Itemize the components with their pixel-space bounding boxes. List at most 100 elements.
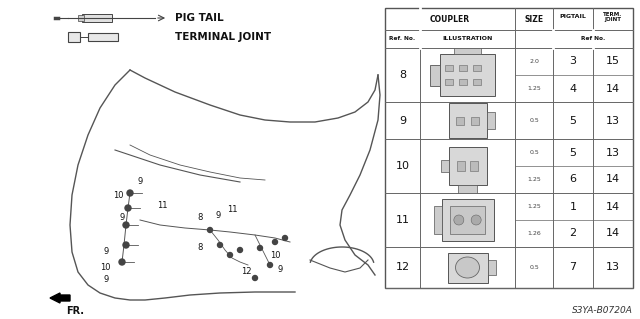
Text: 5: 5	[570, 115, 577, 125]
Text: 10: 10	[113, 190, 124, 199]
Text: Ref. No.: Ref. No.	[389, 36, 415, 41]
Bar	[78, 15, 84, 21]
Bar	[445, 65, 453, 71]
Ellipse shape	[456, 257, 479, 278]
Text: 11: 11	[227, 205, 237, 214]
Text: 5: 5	[570, 147, 577, 158]
Text: 0.5: 0.5	[529, 118, 539, 123]
Bar	[454, 48, 481, 54]
Text: PIGTAIL: PIGTAIL	[559, 14, 586, 19]
Text: 1.25: 1.25	[527, 86, 541, 91]
Text: 6: 6	[570, 174, 577, 184]
Text: 0.5: 0.5	[529, 265, 539, 270]
Text: 14: 14	[606, 84, 620, 93]
Text: S3YA-B0720A: S3YA-B0720A	[572, 306, 633, 315]
Bar	[459, 79, 467, 85]
Bar	[82, 14, 112, 22]
Bar	[440, 160, 449, 172]
Text: 9: 9	[277, 265, 283, 275]
Circle shape	[127, 190, 133, 196]
Circle shape	[273, 240, 278, 244]
Bar	[442, 199, 493, 241]
Text: 9: 9	[104, 248, 109, 256]
Circle shape	[237, 248, 243, 253]
Circle shape	[257, 246, 262, 250]
FancyArrow shape	[50, 293, 70, 303]
Text: 10: 10	[100, 263, 110, 272]
Bar	[470, 161, 478, 171]
Text: 9: 9	[138, 177, 143, 187]
Text: SIZE: SIZE	[524, 14, 543, 24]
Bar	[440, 54, 495, 96]
Bar	[68, 32, 80, 42]
Circle shape	[123, 242, 129, 248]
Text: 9: 9	[120, 213, 125, 222]
Text: 3: 3	[570, 56, 577, 66]
Text: 12: 12	[241, 268, 252, 277]
Text: 10: 10	[269, 250, 280, 259]
Bar	[471, 116, 479, 124]
Bar	[88, 33, 118, 41]
Text: ILLUSTRATION: ILLUSTRATION	[442, 36, 493, 41]
Bar	[447, 253, 488, 283]
Text: 11: 11	[157, 201, 167, 210]
Text: 10: 10	[396, 161, 410, 171]
Text: 9: 9	[399, 115, 406, 125]
Bar	[457, 161, 465, 171]
Circle shape	[268, 263, 273, 268]
Bar	[486, 112, 495, 129]
Text: 8: 8	[197, 213, 203, 222]
Text: 1.25: 1.25	[527, 204, 541, 209]
Bar	[433, 206, 442, 234]
Text: 13: 13	[606, 147, 620, 158]
Text: FR.: FR.	[66, 306, 84, 316]
Bar	[445, 79, 453, 85]
Circle shape	[119, 259, 125, 265]
Text: 7: 7	[570, 263, 577, 272]
Text: 1: 1	[570, 202, 577, 211]
Circle shape	[282, 235, 287, 241]
Text: 14: 14	[606, 202, 620, 211]
Bar	[450, 206, 485, 234]
Circle shape	[125, 205, 131, 211]
Circle shape	[218, 242, 223, 248]
Circle shape	[253, 276, 257, 280]
Text: 2: 2	[570, 228, 577, 239]
Text: 1.26: 1.26	[527, 231, 541, 236]
Bar	[449, 147, 486, 185]
Bar	[458, 185, 477, 193]
Circle shape	[227, 253, 232, 257]
Text: 8: 8	[399, 70, 406, 80]
Text: 4: 4	[570, 84, 577, 93]
Bar	[385, 8, 633, 288]
Circle shape	[207, 227, 212, 233]
Circle shape	[123, 222, 129, 228]
Text: TERMINAL JOINT: TERMINAL JOINT	[175, 32, 271, 42]
Bar	[430, 64, 440, 85]
Text: 2.0: 2.0	[529, 59, 539, 64]
Text: 12: 12	[396, 263, 410, 272]
Text: Ref No.: Ref No.	[581, 36, 605, 41]
Text: 9: 9	[216, 211, 221, 219]
Text: 8: 8	[197, 243, 203, 253]
Circle shape	[471, 215, 481, 225]
Bar	[459, 65, 467, 71]
Bar	[488, 260, 495, 275]
Text: 0.5: 0.5	[529, 150, 539, 155]
Text: 1.25: 1.25	[527, 177, 541, 182]
Bar	[473, 79, 481, 85]
Text: 15: 15	[606, 56, 620, 66]
Text: 14: 14	[606, 174, 620, 184]
Text: 13: 13	[606, 115, 620, 125]
Text: 13: 13	[606, 263, 620, 272]
Bar	[456, 116, 464, 124]
Bar	[449, 103, 486, 138]
Text: PIG TAIL: PIG TAIL	[175, 13, 223, 23]
Circle shape	[454, 215, 464, 225]
Text: TERM.
JOINT: TERM. JOINT	[604, 12, 623, 22]
Text: COUPLER: COUPLER	[430, 14, 470, 24]
Bar	[473, 65, 481, 71]
Text: 14: 14	[606, 228, 620, 239]
Text: 11: 11	[396, 215, 410, 225]
Text: 9: 9	[104, 276, 109, 285]
